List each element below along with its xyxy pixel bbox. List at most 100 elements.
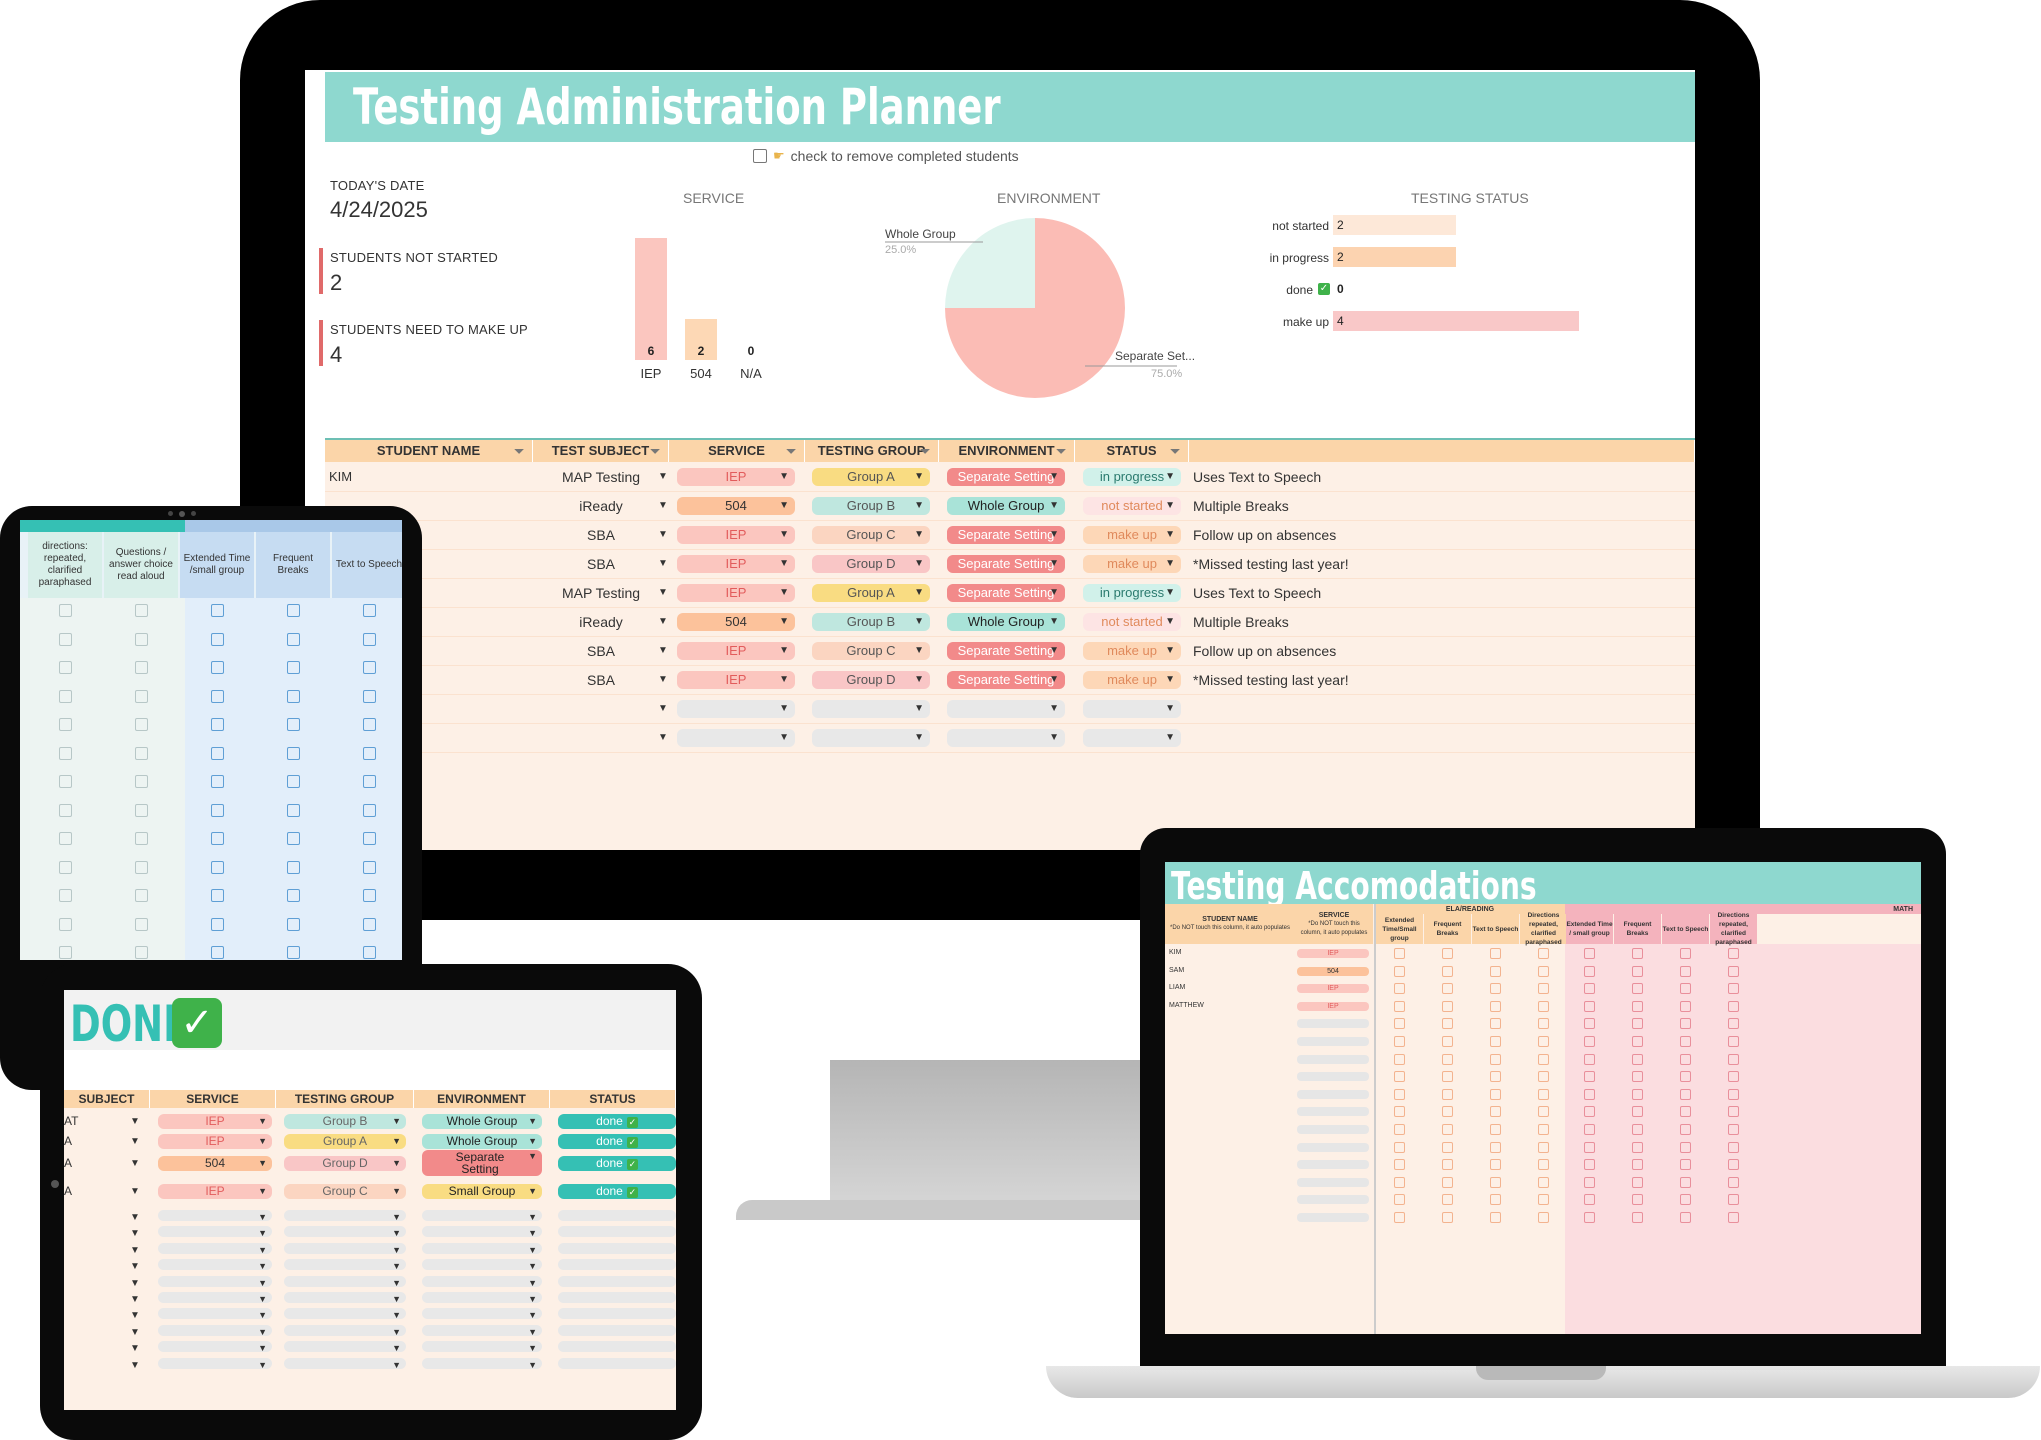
acc-checkbox[interactable] bbox=[1584, 1176, 1595, 1188]
acc-checkbox[interactable] bbox=[1490, 1088, 1501, 1100]
accommodation-checkbox[interactable] bbox=[363, 718, 376, 731]
accommodation-checkbox[interactable] bbox=[59, 689, 72, 703]
empty-dropdown[interactable]: ▼ bbox=[1083, 729, 1181, 747]
acc-empty-dropdown[interactable] bbox=[1297, 1037, 1369, 1046]
empty-dropdown[interactable]: ▼ bbox=[812, 729, 930, 747]
acc-checkbox[interactable] bbox=[1728, 1159, 1739, 1171]
service-dropdown[interactable]: IEP ▼ bbox=[677, 584, 795, 602]
acc-checkbox[interactable] bbox=[1442, 1124, 1453, 1135]
done-group-dropdown[interactable]: Group B ▼ bbox=[284, 1114, 406, 1129]
acc-checkbox[interactable] bbox=[1632, 1036, 1643, 1047]
acc-checkbox[interactable] bbox=[1632, 1000, 1643, 1012]
empty-dropdown[interactable] bbox=[558, 1308, 676, 1320]
accommodation-checkbox[interactable] bbox=[287, 946, 300, 959]
accommodation-checkbox[interactable] bbox=[59, 775, 72, 788]
filter-icon[interactable]: ⏷ bbox=[786, 444, 796, 458]
status-dropdown[interactable]: make up ▼ bbox=[1083, 671, 1181, 689]
status-dropdown[interactable]: not started ▼ bbox=[1083, 613, 1181, 631]
accommodation-checkbox[interactable] bbox=[59, 803, 72, 817]
empty-dropdown[interactable] bbox=[558, 1292, 676, 1303]
acc-checkbox[interactable] bbox=[1442, 1141, 1453, 1153]
accommodation-checkbox[interactable] bbox=[363, 889, 376, 902]
accommodation-checkbox[interactable] bbox=[287, 917, 300, 931]
acc-checkbox[interactable] bbox=[1632, 1194, 1643, 1206]
accommodation-checkbox[interactable] bbox=[211, 832, 224, 845]
accommodation-checkbox[interactable] bbox=[363, 661, 376, 674]
empty-dropdown[interactable]: ▼ bbox=[284, 1308, 406, 1320]
accommodation-checkbox[interactable] bbox=[135, 604, 148, 617]
accommodation-checkbox[interactable] bbox=[211, 718, 224, 731]
acc-checkbox[interactable] bbox=[1728, 983, 1739, 995]
acc-checkbox[interactable] bbox=[1490, 983, 1501, 995]
acc-checkbox[interactable] bbox=[1584, 1212, 1595, 1223]
acc-checkbox[interactable] bbox=[1728, 1000, 1739, 1012]
acc-empty-dropdown[interactable] bbox=[1297, 1019, 1369, 1029]
acc-checkbox[interactable] bbox=[1632, 1018, 1643, 1030]
status-dropdown[interactable]: make up ▼ bbox=[1083, 526, 1181, 544]
chevron-down-icon[interactable]: ▼ bbox=[130, 1186, 140, 1197]
filter-icon[interactable]: ⏷ bbox=[1056, 444, 1066, 458]
acc-checkbox[interactable] bbox=[1632, 1212, 1643, 1223]
acc-checkbox[interactable] bbox=[1442, 1176, 1453, 1188]
acc-empty-dropdown[interactable] bbox=[1297, 1089, 1369, 1099]
empty-dropdown[interactable] bbox=[558, 1275, 676, 1287]
acc-checkbox[interactable] bbox=[1394, 1194, 1405, 1206]
acc-empty-dropdown[interactable] bbox=[1297, 1107, 1369, 1117]
acc-checkbox[interactable] bbox=[1680, 1071, 1691, 1083]
accommodation-checkbox[interactable] bbox=[135, 661, 148, 674]
service-dropdown[interactable]: 504 ▼ bbox=[677, 497, 795, 515]
acc-empty-dropdown[interactable] bbox=[1297, 1213, 1369, 1222]
empty-dropdown[interactable]: ▼ bbox=[158, 1324, 272, 1337]
environment-dropdown[interactable]: Separate Setting ▼ bbox=[947, 468, 1065, 486]
acc-checkbox[interactable] bbox=[1538, 965, 1549, 977]
acc-checkbox[interactable] bbox=[1442, 1194, 1453, 1206]
empty-dropdown[interactable]: ▼ bbox=[284, 1341, 406, 1353]
acc-checkbox[interactable] bbox=[1538, 1141, 1549, 1153]
subject-dropdown-icon[interactable]: ▼ bbox=[658, 558, 668, 569]
filter-icon[interactable]: ⏷ bbox=[514, 444, 524, 458]
status-dropdown[interactable]: make up ▼ bbox=[1083, 555, 1181, 573]
accommodation-checkbox[interactable] bbox=[211, 689, 224, 703]
acc-checkbox[interactable] bbox=[1584, 1071, 1595, 1083]
acc-checkbox[interactable] bbox=[1538, 1088, 1549, 1100]
accommodation-checkbox[interactable] bbox=[211, 661, 224, 674]
empty-dropdown[interactable] bbox=[558, 1341, 676, 1353]
acc-checkbox[interactable] bbox=[1728, 1036, 1739, 1047]
chevron-down-icon[interactable]: ▼ bbox=[130, 1136, 140, 1147]
environment-dropdown[interactable]: Separate Setting ▼ bbox=[947, 671, 1065, 689]
filter-icon[interactable]: ⏷ bbox=[650, 444, 660, 458]
empty-dropdown[interactable]: ▼ bbox=[1083, 700, 1181, 718]
acc-checkbox[interactable] bbox=[1394, 1000, 1405, 1012]
status-dropdown[interactable]: in progress ▼ bbox=[1083, 584, 1181, 602]
service-dropdown[interactable]: IEP ▼ bbox=[677, 526, 795, 544]
status-dropdown[interactable]: not started ▼ bbox=[1083, 497, 1181, 515]
acc-empty-dropdown[interactable] bbox=[1297, 1072, 1369, 1082]
acc-checkbox[interactable] bbox=[1394, 948, 1405, 959]
empty-dropdown[interactable]: ▼ bbox=[422, 1292, 542, 1304]
chevron-down-icon[interactable]: ▼ bbox=[130, 1343, 140, 1355]
accommodation-checkbox[interactable] bbox=[287, 860, 300, 874]
acc-checkbox[interactable] bbox=[1584, 1018, 1595, 1030]
accommodation-checkbox[interactable] bbox=[135, 775, 148, 788]
acc-checkbox[interactable] bbox=[1394, 1212, 1405, 1223]
testing-group-dropdown[interactable]: Group A ▼ bbox=[812, 468, 930, 486]
acc-checkbox[interactable] bbox=[1442, 1159, 1453, 1171]
accommodation-checkbox[interactable] bbox=[363, 917, 376, 931]
acc-checkbox[interactable] bbox=[1490, 965, 1501, 977]
empty-dropdown[interactable] bbox=[558, 1226, 676, 1238]
status-dropdown[interactable]: in progress ▼ bbox=[1083, 468, 1181, 486]
empty-dropdown[interactable]: ▼ bbox=[677, 700, 795, 718]
empty-dropdown[interactable] bbox=[558, 1324, 676, 1336]
acc-checkbox[interactable] bbox=[1490, 1124, 1501, 1135]
accommodation-checkbox[interactable] bbox=[287, 604, 300, 617]
acc-checkbox[interactable] bbox=[1442, 965, 1453, 977]
acc-checkbox[interactable] bbox=[1538, 1036, 1549, 1047]
done-environment-dropdown[interactable]: Separate Setting ▼ bbox=[422, 1150, 542, 1176]
acc-checkbox[interactable] bbox=[1680, 1176, 1691, 1188]
acc-empty-dropdown[interactable] bbox=[1297, 1142, 1369, 1152]
acc-checkbox[interactable] bbox=[1442, 1036, 1453, 1047]
environment-dropdown[interactable]: Separate Setting ▼ bbox=[947, 584, 1065, 602]
accommodation-checkbox[interactable] bbox=[135, 946, 148, 959]
empty-dropdown[interactable]: ▼ bbox=[422, 1308, 542, 1320]
acc-checkbox[interactable] bbox=[1490, 1176, 1501, 1188]
